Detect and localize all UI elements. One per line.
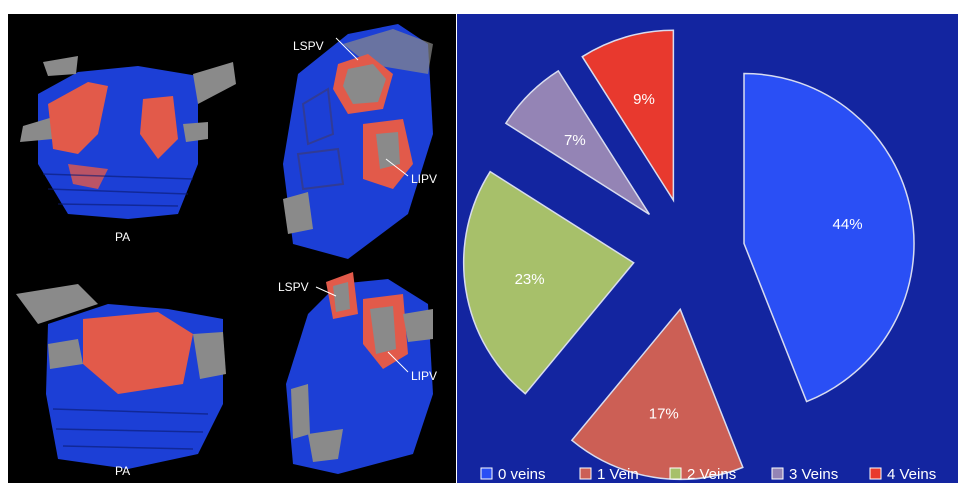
view-label-pa-bottom: PA	[115, 464, 131, 478]
pie-slice-3-veins	[504, 69, 651, 216]
view-label-lspv-top: LSPV	[293, 39, 324, 53]
heart-renderings	[16, 24, 433, 474]
heart-view-bottom-right	[286, 272, 433, 474]
pie-slice-0-veins	[743, 72, 915, 403]
pie-data-label-4-veins: 9%	[633, 91, 655, 108]
legend-item-4-veins: 4 Veins	[869, 466, 936, 483]
view-label-pa-top: PA	[115, 230, 131, 244]
pie-data-label-2-veins: 23%	[515, 271, 545, 288]
legend-label-1-vein: 1 Vein	[597, 466, 639, 483]
pie-chart: 44% 17% 23% 7% 9% 0 veins 1 Vein 2 Veins 3 Vein…	[457, 14, 958, 483]
legend-label-0-veins: 0 veins	[498, 466, 546, 483]
heart-view-bottom-left	[16, 284, 226, 469]
pie-data-label-0-veins: 44%	[833, 216, 863, 233]
legend-swatch-4-veins	[869, 467, 882, 480]
legend-item-0-veins: 0 veins	[480, 466, 546, 483]
legend-swatch-0-veins	[480, 467, 493, 480]
pie-slice-1-vein	[570, 307, 744, 481]
legend-swatch-2-veins	[669, 467, 682, 480]
pie-chart-panel: 44% 17% 23% 7% 9% 0 veins 1 Vein 2 Veins 3 Vein…	[457, 14, 958, 483]
heart-view-top-right	[283, 24, 433, 259]
view-label-lspv-bottom: LSPV	[278, 280, 309, 294]
pie-data-label-3-veins: 7%	[564, 132, 586, 149]
view-label-lipv-bottom: LIPV	[411, 369, 438, 383]
view-label-lipv-top: LIPV	[411, 172, 438, 186]
heart-3d-renderings-panel: PA LSPV LIPV PA LSPV LIPV	[8, 14, 456, 483]
legend-item-3-veins: 3 Veins	[771, 466, 838, 483]
legend-swatch-1-vein	[579, 467, 592, 480]
pie-slice-4-veins	[581, 29, 675, 203]
legend-item-2-veins: 2 Veins	[669, 466, 736, 483]
heart-view-top-left	[20, 56, 236, 219]
legend-label-3-veins: 3 Veins	[789, 466, 838, 483]
vein-leader-lines	[315, 37, 409, 373]
pie-slice-2-veins	[462, 170, 635, 395]
legend-label-4-veins: 4 Veins	[887, 466, 936, 483]
legend-swatch-3-veins	[771, 467, 784, 480]
legend-label-2-veins: 2 Veins	[687, 466, 736, 483]
pie-data-label-1-vein: 17%	[649, 405, 679, 422]
legend-item-1-vein: 1 Vein	[579, 466, 639, 483]
